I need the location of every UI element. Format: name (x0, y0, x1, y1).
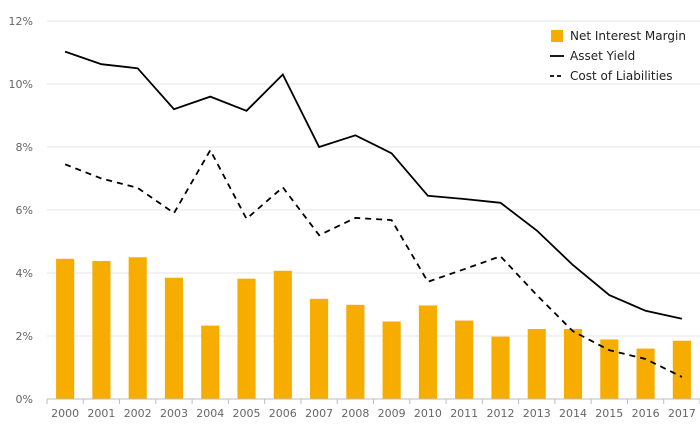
bar (128, 257, 147, 399)
y-tick-label: 10% (9, 78, 33, 91)
axes: 0% 2% 4% 6% 8% 10% 12% 2000 2001 2002 2003 2004 2005… (9, 15, 700, 420)
x-tick-label: 2000 (51, 407, 79, 420)
bar (563, 329, 583, 399)
x-tick-label: 2011 (450, 407, 478, 420)
legend-swatch-bar (551, 30, 563, 42)
x-tick-label: 2004 (196, 407, 224, 420)
bar (455, 320, 474, 399)
bar (418, 305, 437, 399)
x-tick-label: 2012 (486, 407, 514, 420)
x-tick-label: 2005 (233, 407, 261, 420)
x-tick-label: 2017 (668, 407, 696, 420)
bar (600, 339, 619, 399)
x-tick-label: 2002 (124, 407, 152, 420)
x-tick-label: 2015 (595, 407, 623, 420)
x-tick-label: 2006 (269, 407, 297, 420)
y-tick-label: 6% (16, 204, 33, 217)
x-tick-label: 2003 (160, 407, 188, 420)
bar (636, 348, 655, 399)
lines (64, 50, 683, 378)
legend: Net Interest Margin Asset Yield Cost of Li… (550, 29, 686, 83)
bars (56, 257, 691, 399)
bar (92, 261, 111, 399)
x-tick-label: 2016 (632, 407, 660, 420)
bar (346, 304, 365, 399)
x-tick-label: 2013 (523, 407, 551, 420)
y-tick-label: 4% (16, 267, 33, 280)
bar (672, 340, 691, 399)
bar (237, 278, 256, 399)
y-tick-label: 12% (9, 15, 33, 28)
bar (164, 277, 184, 399)
legend-label: Cost of Liabilities (570, 69, 673, 83)
bar (382, 321, 401, 399)
bar (310, 298, 329, 399)
bar (201, 325, 220, 399)
x-tick-label: 2001 (87, 407, 115, 420)
legend-label: Asset Yield (570, 49, 635, 63)
bar (273, 270, 292, 399)
y-tick-label: 0% (16, 393, 33, 406)
bar (491, 336, 510, 399)
cost-of-liabilities-line (64, 148, 683, 378)
y-tick-label: 8% (16, 141, 33, 154)
y-tick-label: 2% (16, 330, 33, 343)
x-tick-label: 2014 (559, 407, 587, 420)
asset-yield-line (64, 50, 683, 320)
x-tick-label: 2008 (341, 407, 369, 420)
x-tick-label: 2009 (378, 407, 406, 420)
x-tick-label: 2010 (414, 407, 442, 420)
legend-label: Net Interest Margin (570, 29, 686, 43)
bar (527, 329, 546, 399)
x-tick-label: 2007 (305, 407, 333, 420)
gridlines (47, 20, 700, 337)
bar (56, 258, 75, 399)
